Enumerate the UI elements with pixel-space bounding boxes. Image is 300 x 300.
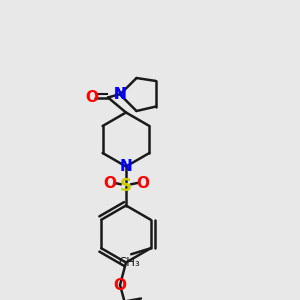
Text: O: O (85, 90, 98, 105)
Text: CH₃: CH₃ (119, 256, 141, 269)
Text: O: O (113, 278, 127, 292)
Text: O: O (136, 176, 149, 190)
Text: N: N (120, 159, 132, 174)
Text: N: N (114, 87, 126, 102)
Text: N: N (114, 87, 126, 102)
Text: S: S (120, 177, 132, 195)
Text: O: O (103, 176, 116, 190)
